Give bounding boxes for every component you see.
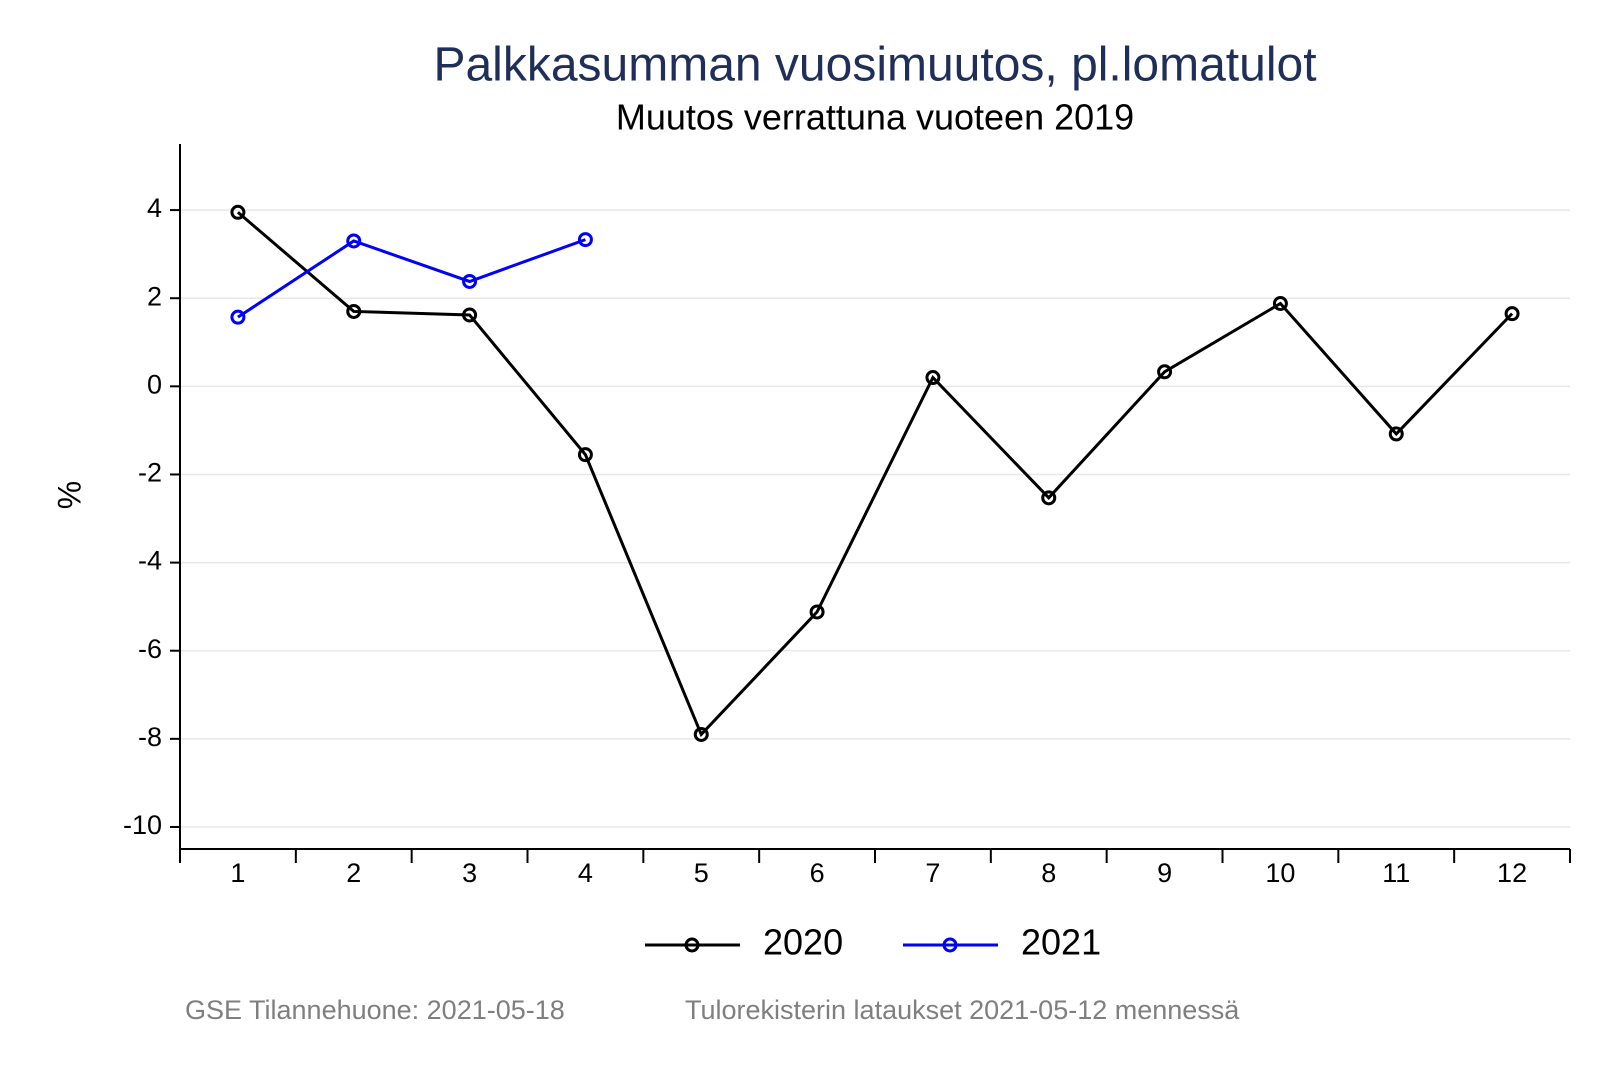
legend-marker — [684, 937, 700, 953]
y-tick-label: -8 — [138, 722, 162, 752]
x-tick-label: 7 — [925, 858, 940, 888]
y-tick-label: -2 — [138, 458, 162, 488]
y-tick-label: -6 — [138, 634, 162, 664]
marker — [577, 232, 593, 248]
y-axis-label: % — [51, 481, 87, 509]
x-tick-label: 3 — [462, 858, 477, 888]
marker — [346, 233, 362, 249]
legend-marker — [942, 937, 958, 953]
y-tick-label: -4 — [138, 546, 162, 576]
x-tick-label: 1 — [230, 858, 245, 888]
chart-title: Palkkasumman vuosimuutos, pl.lomatulot — [433, 39, 1316, 92]
marker — [462, 307, 478, 323]
y-tick-label: 0 — [147, 369, 162, 399]
marker — [230, 309, 246, 325]
marker — [1041, 490, 1057, 506]
x-tick-label: 12 — [1497, 858, 1527, 888]
marker — [1157, 364, 1173, 380]
series-line — [236, 211, 1514, 738]
x-tick-label: 9 — [1157, 858, 1172, 888]
x-tick-label: 5 — [694, 858, 709, 888]
marker — [577, 447, 593, 463]
marker — [230, 204, 246, 220]
marker — [809, 604, 825, 620]
footnote: Tulorekisterin lataukset 2021-05-12 menn… — [685, 995, 1240, 1025]
x-tick-label: 8 — [1041, 858, 1056, 888]
marker — [1388, 426, 1404, 442]
x-tick-label: 6 — [810, 858, 825, 888]
marker — [1504, 306, 1520, 322]
x-tick-label: 2 — [346, 858, 361, 888]
legend-label: 2021 — [1021, 922, 1101, 963]
x-tick-label: 11 — [1382, 858, 1410, 888]
marker — [462, 273, 478, 289]
y-tick-label: 2 — [147, 281, 162, 311]
x-tick-label: 10 — [1265, 858, 1295, 888]
footnote: GSE Tilannehuone: 2021-05-18 — [185, 995, 565, 1025]
y-tick-label: 4 — [147, 193, 162, 223]
y-tick-label: -10 — [123, 810, 162, 840]
marker — [925, 370, 941, 386]
series-line — [237, 238, 586, 319]
marker — [1272, 296, 1288, 312]
marker — [346, 303, 362, 319]
marker — [693, 726, 709, 742]
x-tick-label: 4 — [578, 858, 593, 888]
chart-subtitle: Muutos verrattuna vuoteen 2019 — [616, 97, 1134, 138]
legend-label: 2020 — [763, 922, 843, 963]
